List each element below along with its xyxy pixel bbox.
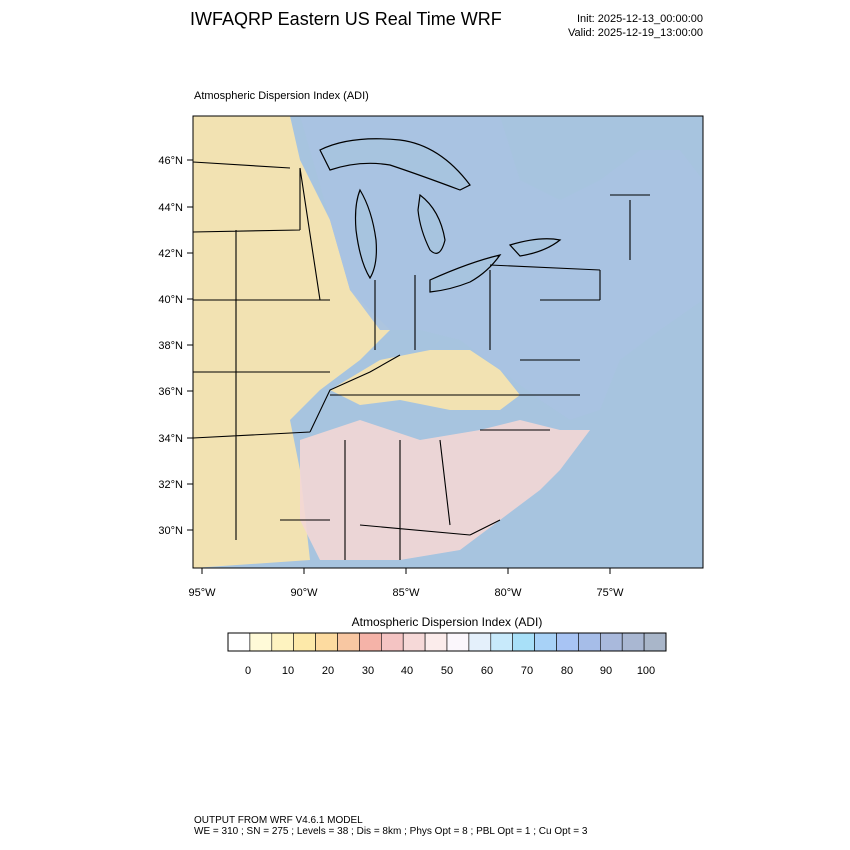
lat-tick-44: 44°N [158,202,193,214]
lon-label-95: 95°W [188,587,216,599]
colorbar-label-30: 30 [362,665,374,677]
lon-tick-80: 80°W [494,568,522,599]
colorbar-label-20: 20 [322,665,334,677]
model-footer: OUTPUT FROM WRF V4.6.1 MODEL WE = 310 ; … [194,815,587,837]
colorbar-cell [621,632,645,652]
lat-tick-42: 42°N [158,248,193,260]
longitude-axis: 95°W 90°W 85°W 80°W 75°W [188,568,624,599]
init-time: Init: 2025-12-13_00:00:00 [577,13,703,25]
colorbar-cell [424,632,448,652]
colorbar-frame [227,632,667,652]
colorbar: 0 10 20 30 40 50 60 70 80 90 100 [227,632,667,677]
lat-tick-32: 32°N [158,479,193,491]
colorbar-cell [402,632,426,652]
lat-label-32: 32°N [158,479,183,491]
latitude-axis: 46°N 44°N 42°N 40°N 38°N 36°N 34°N 32°N [158,155,193,537]
lat-tick-40: 40°N [158,294,193,306]
colorbar-cell [271,632,294,652]
lat-label-40: 40°N [158,294,183,306]
colorbar-cell [293,632,316,652]
great-lakes [319,138,562,293]
footer-model-line: OUTPUT FROM WRF V4.6.1 MODEL [194,815,363,826]
colorbar-cell [599,632,623,652]
lat-label-30: 30°N [158,525,183,537]
colorbar-cell [337,632,360,652]
land-region-west [193,116,390,568]
lat-tick-36: 36°N [158,386,193,398]
colorbar-label-90: 90 [600,665,612,677]
colorbar-cell [490,632,513,652]
colorbar-cells [227,632,667,652]
colorbar-cell [512,632,535,652]
lon-tick-85: 85°W [392,568,420,599]
colorbar-cell [359,632,382,652]
colorbar-cell [468,632,492,652]
lat-label-44: 44°N [158,202,183,214]
lon-tick-75: 75°W [596,568,624,599]
lon-label-85: 85°W [392,587,420,599]
map-panel-label: Atmospheric Dispersion Index (ADI) [194,90,369,102]
lon-tick-90: 90°W [290,568,318,599]
colorbar-cell [534,632,557,652]
lat-label-46: 46°N [158,155,183,167]
colorbar-label-40: 40 [401,665,413,677]
valid-time: Valid: 2025-12-19_13:00:00 [568,27,703,39]
lat-label-42: 42°N [158,248,183,260]
lon-label-90: 90°W [290,587,318,599]
land-region-northeast [300,116,703,420]
colorbar-cell [227,632,251,652]
footer-config-line: WE = 310 ; SN = 275 ; Levels = 38 ; Dis … [194,826,588,837]
map-frame [192,115,704,569]
chart-title: IWFAQRP Eastern US Real Time WRF [190,9,502,29]
lat-tick-38: 38°N [158,340,193,352]
colorbar-cell [380,632,404,652]
colorbar-cell [446,632,470,652]
land-region-south [300,420,590,560]
lat-label-34: 34°N [158,433,183,445]
colorbar-label-10: 10 [282,665,294,677]
colorbar-labels: 0 10 20 30 40 50 60 70 80 90 100 [245,665,655,677]
colorbar-cell [315,632,338,652]
lon-label-75: 75°W [596,587,624,599]
colorbar-cell [578,632,601,652]
lon-tick-95: 95°W [188,568,216,599]
state-boundaries [193,161,650,560]
colorbar-label-100: 100 [637,665,655,677]
colorbar-cell [556,632,579,652]
colorbar-label-50: 50 [441,665,453,677]
lon-label-80: 80°W [494,587,522,599]
colorbar-label-60: 60 [481,665,493,677]
colorbar-title: Atmospheric Dispersion Index (ADI) [351,615,543,629]
lat-tick-46: 46°N [158,155,193,167]
colorbar-cell [249,632,273,652]
lat-tick-30: 30°N [158,525,193,537]
lat-label-36: 36°N [158,386,183,398]
colorbar-label-0: 0 [245,665,251,677]
colorbar-cell [643,632,667,652]
colorbar-label-80: 80 [561,665,573,677]
lat-label-38: 38°N [158,340,183,352]
init-valid-times: Init: 2025-12-13_00:00:00 Valid: 2025-12… [520,12,703,40]
lat-tick-34: 34°N [158,433,193,445]
colorbar-label-70: 70 [521,665,533,677]
